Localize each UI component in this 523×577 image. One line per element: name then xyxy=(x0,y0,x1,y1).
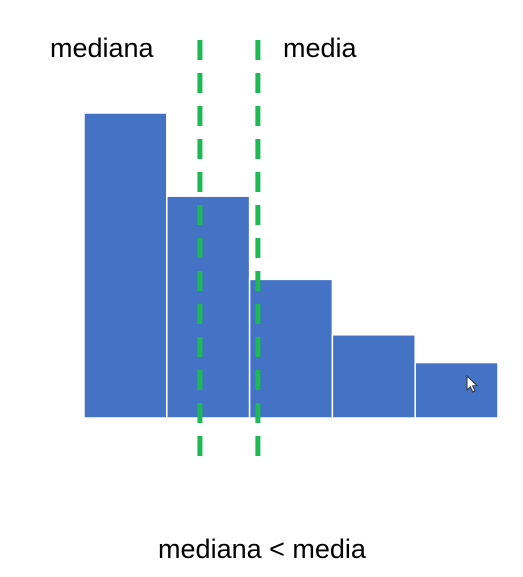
chart-title: mediana < media xyxy=(158,534,367,564)
histogram-bar xyxy=(414,361,499,419)
pointer-arrow-icon xyxy=(466,374,479,393)
histogram-bar xyxy=(83,112,168,419)
histogram-bars xyxy=(83,112,499,419)
media-label: media xyxy=(283,33,358,63)
histogram-bar xyxy=(166,195,251,419)
mediana-label: mediana xyxy=(50,33,155,63)
reference-lines xyxy=(197,40,261,466)
reference-labels: mediana media xyxy=(50,33,358,63)
histogram-bar xyxy=(248,278,334,419)
histogram-bar xyxy=(331,334,416,419)
